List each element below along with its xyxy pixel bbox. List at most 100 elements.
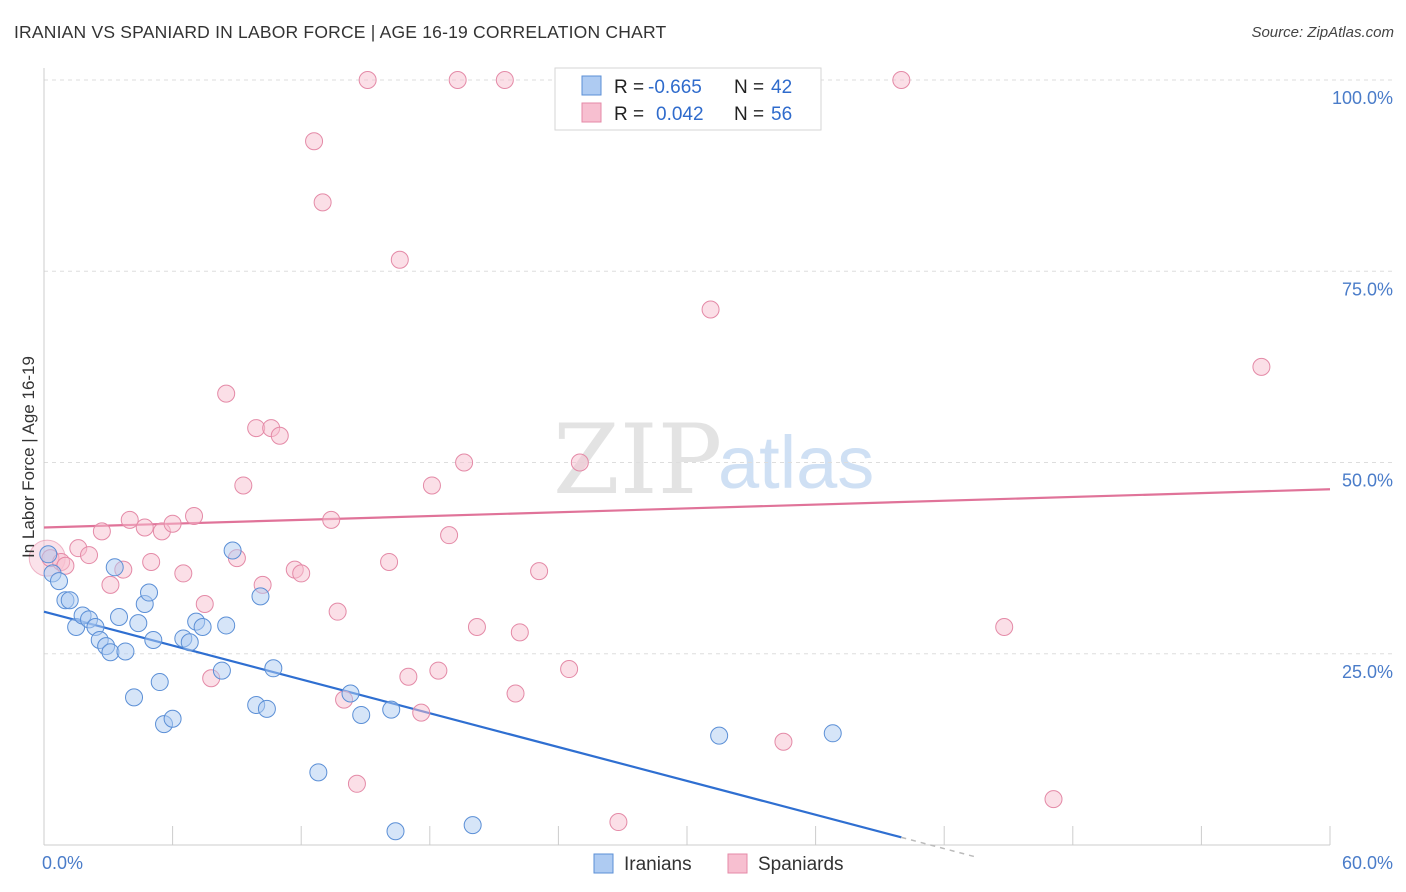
series-legend: Iranians Spaniards: [593, 853, 844, 875]
spaniard-point: [358, 71, 377, 89]
bottom-legend-iranian-label: Iranians: [624, 854, 692, 875]
spaniard-point: [174, 564, 193, 583]
spaniard-point: [328, 602, 347, 621]
spaniard-point: [440, 526, 459, 545]
iranian-point: [140, 583, 159, 602]
correlation-legend: R = -0.665 N = 42 R = 0.042 N = 56: [554, 67, 822, 131]
legend-iranian-r-label: R =: [614, 77, 644, 98]
spaniard-point: [163, 514, 182, 533]
spaniard-point: [217, 384, 236, 403]
y-axis-label: In Labor Force | Age 16-19: [19, 356, 38, 558]
spaniard-point: [701, 300, 720, 319]
legend-iranian-swatch: [581, 75, 602, 96]
iranian-point: [257, 699, 276, 718]
iranian-point: [341, 684, 360, 703]
spaniard-point: [135, 518, 154, 537]
spaniard-point: [305, 132, 324, 151]
spaniard-point: [92, 522, 111, 541]
iranian-point: [163, 709, 182, 728]
iranian-point: [352, 705, 371, 724]
x-tick-label: 0.0%: [42, 853, 83, 873]
spaniard-point: [530, 562, 549, 581]
iranian-trend-extension: [901, 836, 977, 858]
spaniard-point: [422, 476, 441, 495]
spaniard-trend-line: [43, 488, 1331, 529]
bottom-legend-iranian-swatch: [593, 853, 614, 874]
iranian-point: [116, 642, 135, 661]
data-points: [28, 71, 1271, 841]
iranian-point: [125, 688, 144, 707]
y-tick-label: 75.0%: [1342, 279, 1393, 299]
iranian-point: [129, 614, 148, 633]
spaniard-point: [467, 617, 486, 636]
spaniard-point: [292, 564, 311, 583]
spaniard-point: [429, 661, 448, 680]
spaniard-point: [506, 684, 525, 703]
spaniard-point: [495, 71, 514, 89]
spaniard-point: [1252, 357, 1271, 376]
iranian-point: [386, 822, 405, 841]
y-tick-label: 50.0%: [1342, 471, 1393, 491]
spaniard-point: [120, 510, 139, 529]
legend-iranian-n-label: N =: [734, 77, 764, 98]
iranian-point: [212, 661, 231, 680]
iranian-point: [60, 591, 79, 610]
legend-iranian-r-value: -0.665: [648, 77, 702, 98]
iranian-point: [39, 545, 58, 564]
spaniard-point: [101, 575, 120, 594]
spaniard-point: [774, 732, 793, 751]
spaniard-point: [380, 552, 399, 571]
y-tick-label: 25.0%: [1342, 662, 1393, 682]
spaniard-point: [455, 453, 474, 472]
iranian-point: [50, 572, 69, 591]
iranian-point: [217, 616, 236, 635]
iranian-point: [180, 633, 199, 652]
spaniard-point: [448, 71, 467, 89]
spaniard-point: [390, 250, 409, 269]
iranian-point: [710, 726, 729, 745]
spaniard-point: [510, 623, 529, 642]
source-label: Source: ZipAtlas.com: [1251, 24, 1394, 41]
tick-labels: 25.0% 50.0% 75.0% 100.0% 0.0% 60.0%: [42, 88, 1393, 873]
spaniard-point: [609, 813, 628, 832]
spaniard-point: [185, 507, 204, 526]
iranian-point: [223, 541, 242, 560]
y-tick-label: 100.0%: [1332, 88, 1393, 108]
spaniard-point: [560, 660, 579, 679]
iranian-point: [382, 700, 401, 719]
legend-spaniard-r-label: R =: [614, 104, 644, 125]
legend-spaniard-n-value: 56: [771, 104, 792, 125]
legend-spaniard-r-value: 0.042: [656, 104, 704, 125]
bottom-legend-spaniard-label: Spaniards: [758, 854, 844, 875]
spaniard-point: [80, 546, 99, 565]
spaniard-point: [347, 774, 366, 793]
spaniard-point: [412, 703, 431, 722]
x-tick-label: 60.0%: [1342, 853, 1393, 873]
spaniard-point: [142, 552, 161, 571]
iranian-point: [105, 558, 124, 577]
iranian-point: [309, 763, 328, 782]
spaniard-point: [195, 595, 214, 614]
iranian-point: [150, 673, 169, 692]
iranian-point: [144, 630, 163, 649]
iranian-point: [101, 643, 120, 662]
spaniard-point: [1044, 790, 1063, 809]
spaniard-point: [995, 617, 1014, 636]
spaniard-point: [234, 476, 253, 495]
spaniard-point: [247, 419, 266, 438]
chart-title: IRANIAN VS SPANIARD IN LABOR FORCE | AGE…: [14, 22, 667, 42]
spaniard-point: [570, 453, 589, 472]
iranian-point: [251, 587, 270, 606]
bottom-legend-spaniard-swatch: [727, 853, 748, 874]
iranian-point: [110, 608, 129, 627]
spaniard-point: [270, 426, 289, 445]
iranian-point: [264, 659, 283, 678]
spaniard-point: [322, 510, 341, 529]
iranian-point: [823, 724, 842, 743]
iranian-point: [463, 816, 482, 835]
iranian-point: [193, 617, 212, 636]
spaniard-point: [399, 667, 418, 686]
spaniard-point: [313, 193, 332, 212]
legend-spaniard-swatch: [581, 102, 602, 123]
